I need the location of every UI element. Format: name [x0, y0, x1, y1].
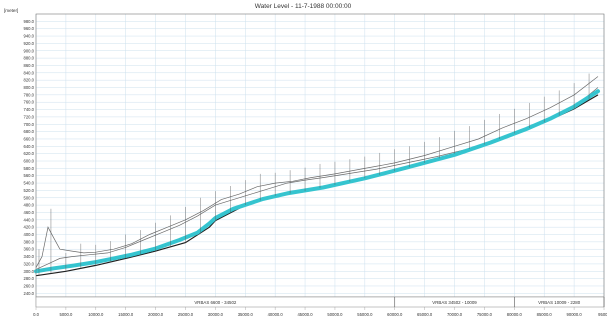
y-tick-label: 960.0 — [24, 26, 35, 31]
y-tick-label: 440.0 — [24, 217, 35, 222]
reach-label: VRBAS 10009 - 2280 — [538, 300, 581, 305]
x-tick-label: 15000.0 — [118, 312, 134, 317]
y-tick-label: 660.0 — [24, 136, 35, 141]
y-tick-label: 380.0 — [24, 239, 35, 244]
x-tick-label: 40000.0 — [268, 312, 284, 317]
y-tick-label: 500.0 — [24, 195, 35, 200]
x-tick-label: 60000.0 — [387, 312, 403, 317]
y-tick-label: 560.0 — [24, 173, 35, 178]
y-tick-label: 760.0 — [24, 100, 35, 105]
y-tick-label: 900.0 — [24, 48, 35, 53]
y-tick-label: 240.0 — [24, 291, 35, 296]
x-tick-label: 25000.0 — [178, 312, 194, 317]
y-tick-label: 580.0 — [24, 166, 35, 171]
y-tick-label: 540.0 — [24, 181, 35, 186]
y-tick-label: 400.0 — [24, 232, 35, 237]
y-tick-label: 720.0 — [24, 114, 35, 119]
y-tick-label: 680.0 — [24, 129, 35, 134]
y-tick-label: 780.0 — [24, 92, 35, 97]
y-tick-label: 320.0 — [24, 261, 35, 266]
y-tick-label: 640.0 — [24, 144, 35, 149]
x-tick-label: 85000.0 — [537, 312, 553, 317]
x-tick-label: 90000.0 — [567, 312, 583, 317]
y-tick-label: 620.0 — [24, 151, 35, 156]
y-tick-label: 420.0 — [24, 225, 35, 230]
y-tick-label: 280.0 — [24, 276, 35, 281]
bed-level-line — [35, 94, 599, 277]
y-tick-label: 480.0 — [24, 203, 35, 208]
y-tick-label: 460.0 — [24, 210, 35, 215]
x-tick-label: 50000.0 — [327, 312, 343, 317]
x-tick-label: 20000.0 — [148, 312, 164, 317]
plot-frame — [35, 13, 605, 298]
x-tick-label: 45000.0 — [297, 312, 313, 317]
x-tick-label: 70000.0 — [447, 312, 463, 317]
y-tick-label: 800.0 — [24, 85, 35, 90]
y-tick-label: 360.0 — [24, 247, 35, 252]
y-tick-label: 940.0 — [24, 34, 35, 39]
y-tick-label: 840.0 — [24, 70, 35, 75]
y-tick-label: 600.0 — [24, 159, 35, 164]
y-tick-label: 300.0 — [24, 269, 35, 274]
y-tick-label: 920.0 — [24, 41, 35, 46]
reach-label: VRBAS 6600 - 34502 — [194, 300, 237, 305]
x-tick-label: 55000.0 — [357, 312, 373, 317]
y-tick-label: 340.0 — [24, 254, 35, 259]
y-tick-label: 260.0 — [24, 283, 35, 288]
x-tick-label: 5000.0 — [59, 312, 72, 317]
chart-title: Water Level - 11-7-1988 00:00:00 — [255, 3, 352, 10]
y-tick-label: 700.0 — [24, 122, 35, 127]
y-tick-label: 740.0 — [24, 107, 35, 112]
x-tick-label: 95000 — [598, 312, 607, 317]
y-tick-label: 520.0 — [24, 188, 35, 193]
x-tick-label: 80000.0 — [507, 312, 523, 317]
x-tick-label: 10000.0 — [88, 312, 104, 317]
y-tick-label: 980.0 — [24, 19, 35, 24]
reach-label: VRBAS 34502 - 10009 — [432, 300, 477, 305]
water-level-line — [34, 89, 600, 274]
x-tick-label: 75000.0 — [477, 312, 493, 317]
x-tick-label: 0.0 — [33, 312, 39, 317]
x-tick-label: 30000.0 — [208, 312, 224, 317]
y-tick-label: 880.0 — [24, 56, 35, 61]
y-tick-label: 820.0 — [24, 78, 35, 83]
left-bank-line — [35, 76, 599, 268]
y-axis-unit-label: [meter] — [4, 8, 18, 13]
x-tick-label: 65000.0 — [417, 312, 433, 317]
x-tick-label: 35000.0 — [238, 312, 254, 317]
y-tick-label: 860.0 — [24, 63, 35, 68]
reach-band — [35, 296, 605, 308]
